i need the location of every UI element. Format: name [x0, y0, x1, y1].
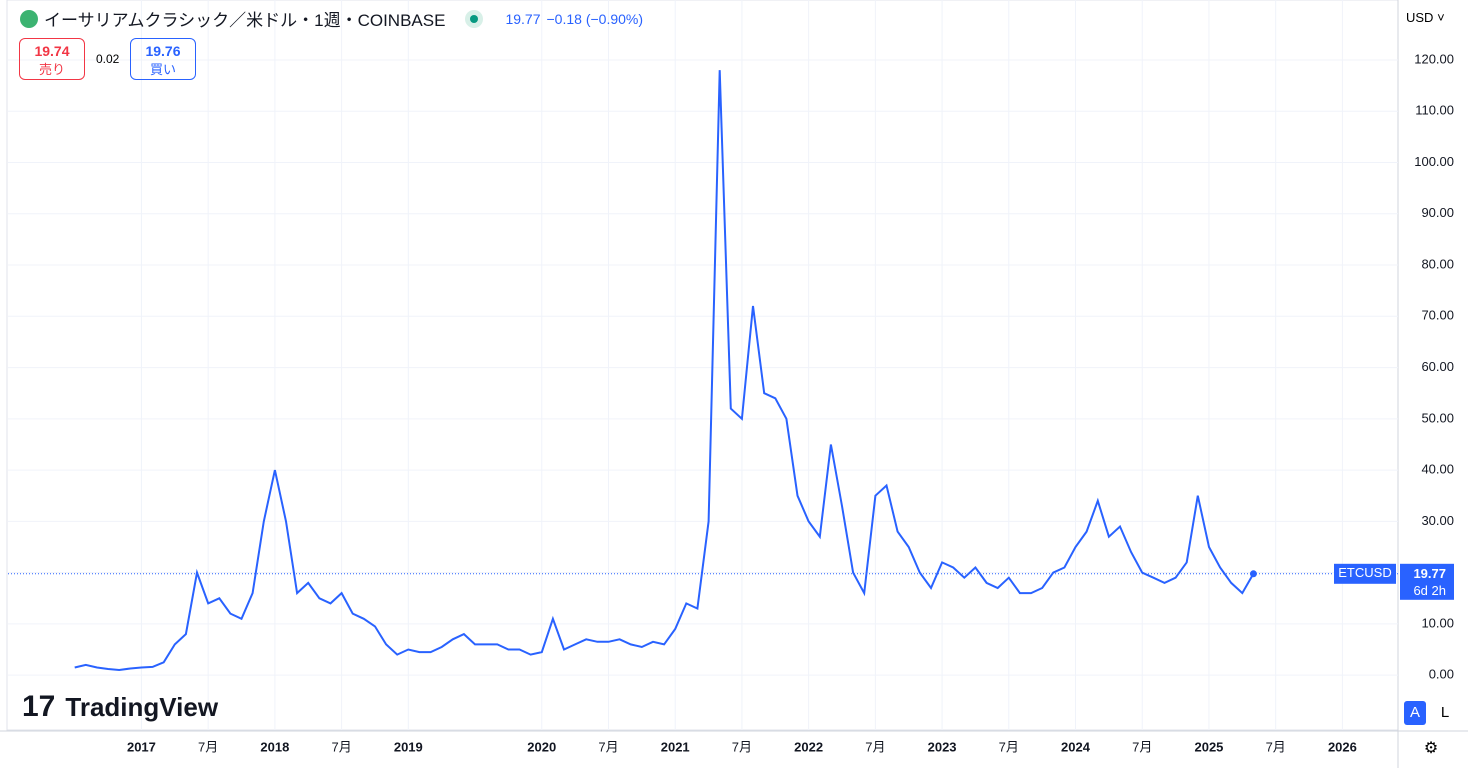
- header: イーサリアムクラシック／米ドル・1週・COINBASE 19.77 −0.18 …: [20, 6, 643, 31]
- x-tick-label: 7月: [865, 739, 885, 754]
- y-tick-label: 100.00: [1414, 154, 1454, 169]
- last-price: 19.77: [505, 10, 541, 27]
- auto-scale-button[interactable]: A: [1404, 701, 1426, 725]
- x-tick-label: 2018: [260, 739, 289, 754]
- ask: 19.76: [145, 43, 181, 59]
- x-tick-label: 2019: [394, 739, 423, 754]
- market-status[interactable]: [465, 9, 484, 28]
- countdown: 6d 2h: [1413, 583, 1446, 598]
- y-tick-label: 0.00: [1429, 667, 1454, 682]
- x-tick-label: 7月: [1132, 739, 1152, 754]
- x-tick-label: 2021: [661, 739, 690, 754]
- x-tick-label: 2024: [1061, 739, 1091, 754]
- x-tick-label: 2026: [1328, 739, 1357, 754]
- x-tick-label: 2023: [928, 739, 957, 754]
- spread: 0.02: [96, 52, 120, 66]
- y-tick-label: 90.00: [1421, 205, 1454, 220]
- y-tick-label: 60.00: [1421, 359, 1454, 374]
- ask-label: 買い: [149, 62, 176, 77]
- x-tick-label: 7月: [1266, 739, 1286, 754]
- settings-button[interactable]: ⚙: [1423, 740, 1439, 757]
- x-tick-label: 7月: [732, 739, 752, 754]
- coin-icon: [20, 9, 38, 28]
- y-tick-label: 120.00: [1414, 51, 1454, 66]
- x-tick-label: 7月: [598, 739, 618, 754]
- currency-select[interactable]: USD ˅: [1406, 10, 1445, 25]
- y-tick-label: 40.00: [1421, 462, 1454, 477]
- symbol-title[interactable]: イーサリアムクラシック／米ドル・1週・COINBASE: [44, 11, 446, 30]
- log-scale-button[interactable]: L: [1440, 704, 1450, 721]
- x-tick-label: 2022: [794, 739, 823, 754]
- price-tag: [1400, 563, 1454, 600]
- price-change: −0.18 (−0.90%): [546, 10, 644, 27]
- x-tick-label: 7月: [198, 739, 218, 754]
- y-tick-label: 50.00: [1421, 410, 1454, 425]
- x-tick-label: 2025: [1194, 739, 1223, 754]
- y-tick-label: 30.00: [1421, 513, 1454, 528]
- logo-text: TradingView: [65, 691, 219, 722]
- bid: 19.74: [34, 43, 70, 59]
- x-tick-label: 2017: [127, 739, 156, 754]
- x-tick-label: 7月: [331, 739, 351, 754]
- x-tick-label: 7月: [999, 739, 1019, 754]
- sell-button[interactable]: 19.74 売り: [19, 38, 85, 80]
- currency: USD: [1406, 10, 1434, 25]
- y-tick-label: 80.00: [1421, 256, 1454, 271]
- logo: 17 TradingView: [22, 690, 219, 723]
- buy-button[interactable]: 19.76 買い: [130, 38, 196, 80]
- price-line: [74, 70, 1255, 672]
- symbol-tag: [1334, 563, 1396, 584]
- plot-border: [6, 0, 1399, 731]
- y-tick-label: 10.00: [1421, 615, 1454, 630]
- price-tag-value: 19.77: [1413, 566, 1446, 581]
- symbol-label: ETCUSD: [1338, 565, 1391, 580]
- y-tick-label: 70.00: [1421, 308, 1454, 323]
- y-tick-label: 110.00: [1415, 103, 1454, 118]
- x-tick-label: 2020: [527, 739, 556, 754]
- bid-label: 売り: [38, 62, 65, 77]
